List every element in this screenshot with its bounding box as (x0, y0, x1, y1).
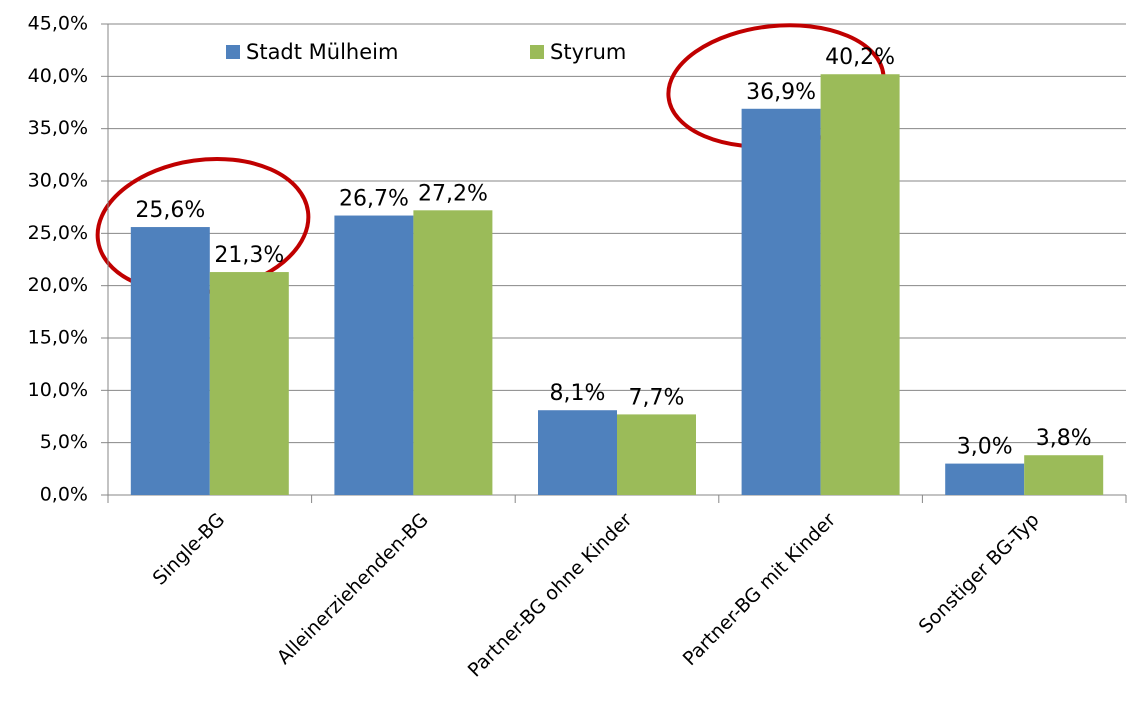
bar (130, 227, 210, 495)
bar (413, 210, 493, 495)
bar (209, 272, 289, 495)
value-label: 21,3% (214, 243, 284, 268)
y-tick-label: 35,0% (28, 117, 88, 139)
legend-swatch (530, 45, 544, 59)
legend-label: Stadt Mülheim (246, 40, 398, 64)
x-tick-label: Sonstiger BG-Typ (915, 509, 1044, 638)
value-label: 40,2% (825, 45, 895, 70)
y-tick-label: 5,0% (40, 431, 88, 453)
y-tick-label: 20,0% (28, 274, 88, 296)
value-label: 36,9% (746, 80, 816, 105)
bar (820, 74, 900, 496)
value-label: 26,7% (339, 187, 409, 212)
bar (334, 215, 414, 496)
bar (617, 414, 696, 495)
y-tick-label: 10,0% (28, 379, 88, 401)
bar (741, 108, 821, 495)
y-tick-label: 40,0% (28, 65, 88, 87)
y-tick-label: 30,0% (28, 170, 88, 192)
y-tick-label: 25,0% (28, 222, 88, 244)
bar (1024, 455, 1104, 495)
value-label: 27,2% (418, 181, 488, 206)
y-tick-label: 0,0% (40, 484, 88, 506)
value-label: 8,1% (550, 381, 606, 406)
value-label: 3,8% (1036, 426, 1092, 451)
x-tick-label: Alleinerziehenden-BG (273, 509, 433, 669)
bar (538, 410, 617, 495)
value-label: 7,7% (629, 385, 685, 410)
y-tick-label: 45,0% (28, 13, 88, 35)
legend-swatch (226, 45, 240, 59)
legend-label: Styrum (550, 40, 626, 64)
x-tick-label: Single-BG (149, 509, 230, 590)
y-tick-label: 15,0% (28, 327, 88, 349)
value-label: 3,0% (957, 435, 1013, 460)
x-tick-label: Partner-BG ohne Kinder (464, 509, 637, 682)
value-label: 25,6% (135, 198, 205, 223)
bar (945, 463, 1025, 495)
x-tick-label: Partner-BG mit Kinder (679, 509, 840, 670)
